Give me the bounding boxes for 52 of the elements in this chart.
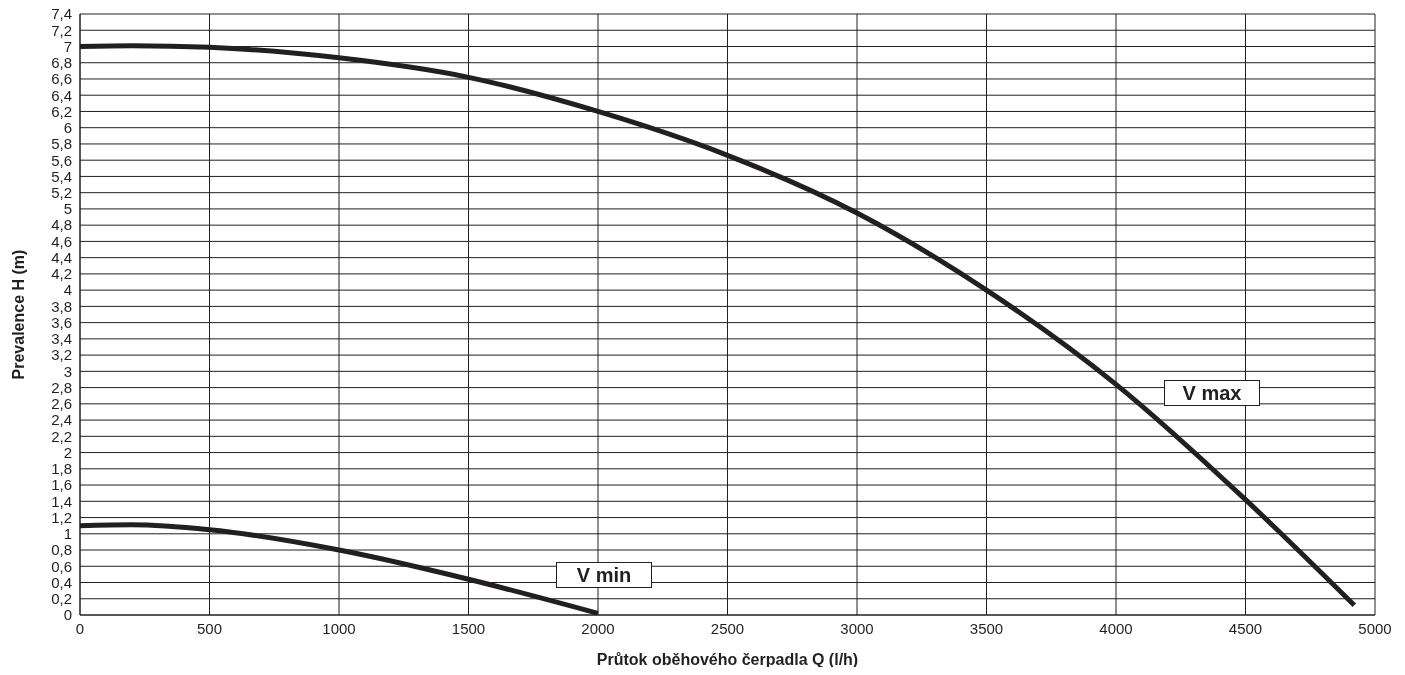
y-tick-label: 0,4 (51, 573, 72, 591)
y-tick-label: 2,4 (51, 411, 72, 429)
y-tick-label: 6,6 (51, 70, 72, 88)
x-tick-label: 1000 (322, 619, 356, 637)
y-tick-label: 3,8 (51, 297, 72, 315)
y-tick-label: 4,6 (51, 232, 72, 250)
y-tick-label: 2,2 (51, 427, 72, 445)
y-tick-label: 1,4 (51, 492, 72, 510)
y-tick-label: 0,6 (51, 557, 72, 575)
y-tick-label: 5,6 (51, 151, 72, 169)
y-tick-label: 3,2 (51, 346, 72, 364)
x-tick-label: 3000 (840, 619, 874, 637)
y-tick-label: 4 (63, 281, 72, 299)
x-tick-label: 1500 (451, 619, 486, 637)
y-tick-label: 4,8 (51, 216, 72, 234)
y-tick-label: 1 (63, 525, 72, 543)
y-tick-label: 1,6 (51, 476, 72, 494)
y-tick-label: 4,4 (51, 248, 72, 266)
y-tick-label: 4,2 (51, 265, 72, 283)
y-tick-label: 3 (63, 362, 72, 380)
y-tick-label: 6,8 (51, 54, 72, 72)
y-tick-label: 6 (63, 119, 72, 137)
y-tick-label: 5,8 (51, 135, 72, 153)
y-tick-label: 6,2 (51, 102, 72, 120)
y-tick-label: 2,8 (51, 378, 72, 396)
y-tick-label: 5 (63, 200, 72, 218)
y-tick-label: 7,4 (51, 5, 72, 23)
y-tick-label: 0 (63, 606, 72, 624)
x-tick-label: 0 (75, 619, 85, 637)
y-tick-label: 0,8 (51, 541, 72, 559)
y-tick-label: 5,4 (51, 167, 72, 185)
y-tick-label: 2,6 (51, 395, 72, 413)
y-tick-label: 3,4 (51, 330, 72, 348)
x-tick-label: 2500 (710, 619, 745, 637)
y-tick-label: 2 (63, 443, 72, 461)
annotation: V min (556, 562, 652, 588)
x-tick-label: 4000 (1099, 619, 1133, 637)
y-tick-label: 7,2 (51, 21, 72, 39)
y-tick-label: 0,2 (51, 590, 72, 608)
x-tick-label: 3500 (969, 619, 1004, 637)
x-tick-label: 5000 (1358, 619, 1392, 637)
y-tick-label: 6,4 (51, 86, 72, 104)
y-axis-title: Prevalence H (m) (9, 249, 27, 380)
x-tick-label: 4500 (1228, 619, 1263, 637)
y-tick-label: 3,6 (51, 313, 72, 331)
annotation: V max (1164, 380, 1260, 406)
x-tick-label: 500 (196, 619, 223, 637)
y-tick-label: 7 (63, 37, 72, 55)
x-tick-label: 2000 (581, 619, 615, 637)
y-tick-label: 1,2 (51, 508, 72, 526)
y-tick-label: 5,2 (51, 184, 72, 201)
y-tick-label: 1,8 (51, 460, 72, 478)
